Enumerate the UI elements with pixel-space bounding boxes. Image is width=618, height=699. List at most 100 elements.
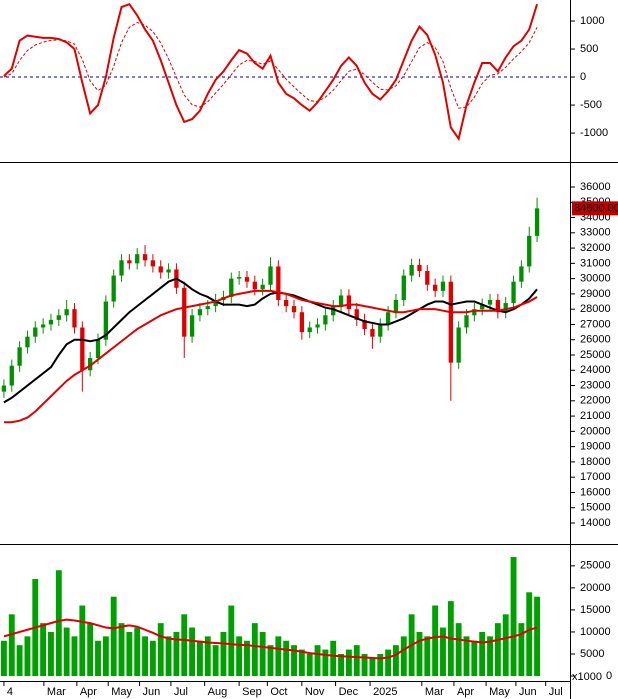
volume-bar (165, 636, 172, 677)
candle-body (393, 300, 399, 313)
volume-bar (487, 636, 493, 677)
candle-body (1, 385, 7, 392)
candle-body (33, 327, 38, 337)
candle-body (25, 336, 30, 348)
volume-bar (244, 640, 250, 677)
volume-bar (393, 645, 399, 677)
volume-bar (236, 636, 243, 677)
indicator-line (3, 277, 538, 404)
volume-bar (142, 636, 148, 677)
volume-bar (189, 627, 196, 677)
candle-body (370, 329, 375, 337)
volume-bar (87, 623, 94, 677)
candle-body (425, 270, 430, 285)
candle-body (291, 306, 297, 313)
volume-bar (228, 605, 235, 677)
volume-bar (400, 636, 407, 677)
candle-body (142, 254, 148, 261)
candle-body (534, 208, 540, 236)
x-tick-label: Aug (208, 686, 228, 698)
volume-bar (79, 605, 86, 677)
volume-bar (361, 653, 368, 677)
candle-body (519, 266, 524, 282)
indicator-line (3, 289, 538, 424)
candle-body (448, 281, 453, 363)
x-tick-label: May (489, 686, 510, 698)
candle-body (331, 306, 336, 316)
volume-bar (71, 636, 78, 677)
volume-bar (306, 653, 313, 677)
candle-body (64, 309, 69, 316)
volume-bar (40, 623, 47, 677)
volume-bar (55, 570, 62, 677)
x-tick-label: May (111, 686, 132, 698)
volume-bar (48, 631, 54, 677)
y-tick-label: 28000 (580, 303, 611, 315)
candle-body (472, 309, 477, 316)
volume-bar (291, 645, 297, 677)
candle-body (150, 260, 156, 267)
candle-body (213, 300, 218, 307)
candle-body (252, 281, 257, 290)
candle-body (378, 324, 383, 337)
volume-bar (526, 592, 533, 677)
candle-body (409, 264, 414, 276)
candle-body (229, 278, 234, 297)
x-tick-label: Sep (242, 686, 262, 698)
y-tick-label: 19000 (580, 441, 611, 453)
y-tick-label: 29000 (580, 288, 611, 300)
volume-bar (455, 623, 462, 677)
candle-body (9, 365, 14, 386)
volume-bar (134, 627, 141, 677)
volume-bar (157, 623, 164, 677)
volume-bar (283, 640, 290, 677)
y-tick-label: 15000 (580, 604, 611, 616)
candle-body (464, 315, 469, 328)
volume-bar (275, 636, 282, 677)
candle-body (346, 295, 352, 310)
volume-bar (95, 640, 101, 677)
candle-body (236, 277, 242, 279)
volume-bar (330, 640, 337, 677)
x-tick-label: Jul (549, 686, 563, 698)
x-tick-label: Dec (339, 686, 359, 698)
x-tick-label: Jul (174, 686, 188, 698)
volume-bar (494, 623, 501, 677)
volume-bar (251, 623, 258, 677)
y-tick-label: 36000 (580, 181, 611, 193)
y-tick-label: 1000 (580, 15, 604, 27)
y-tick-label: 32000 (580, 242, 611, 254)
volume-bar (534, 596, 541, 677)
candle-body (197, 309, 203, 316)
volume-bar (338, 653, 344, 677)
candle-body (205, 306, 210, 310)
indicator-line (3, 21, 538, 109)
candle-body (432, 284, 438, 291)
y-tick-label: 22000 (580, 395, 611, 407)
volume-bar (267, 645, 274, 677)
candle-body (260, 284, 265, 290)
last-price-box (572, 201, 618, 216)
volume-bar (220, 631, 227, 677)
candle-body (40, 324, 46, 328)
candle-body (276, 266, 281, 301)
candle-body (401, 275, 406, 301)
candle-body (495, 300, 501, 313)
y-tick-label: -1000 (580, 127, 608, 139)
volume-bar (432, 605, 439, 677)
volume-bar (479, 631, 486, 677)
candle-body (511, 281, 516, 304)
candle-body (284, 300, 289, 307)
candle-body (17, 347, 22, 366)
y-unit-label: x1000 (572, 671, 602, 683)
candle-body (182, 287, 187, 337)
y-tick-label: 25000 (580, 560, 611, 572)
volume-bar (502, 614, 509, 677)
volume-bar (102, 636, 109, 677)
candle-body (88, 358, 93, 371)
volume-bar (416, 631, 423, 677)
y-tick-label: 21000 (580, 410, 611, 422)
candle-body (48, 319, 54, 325)
volume-bar (385, 649, 392, 677)
